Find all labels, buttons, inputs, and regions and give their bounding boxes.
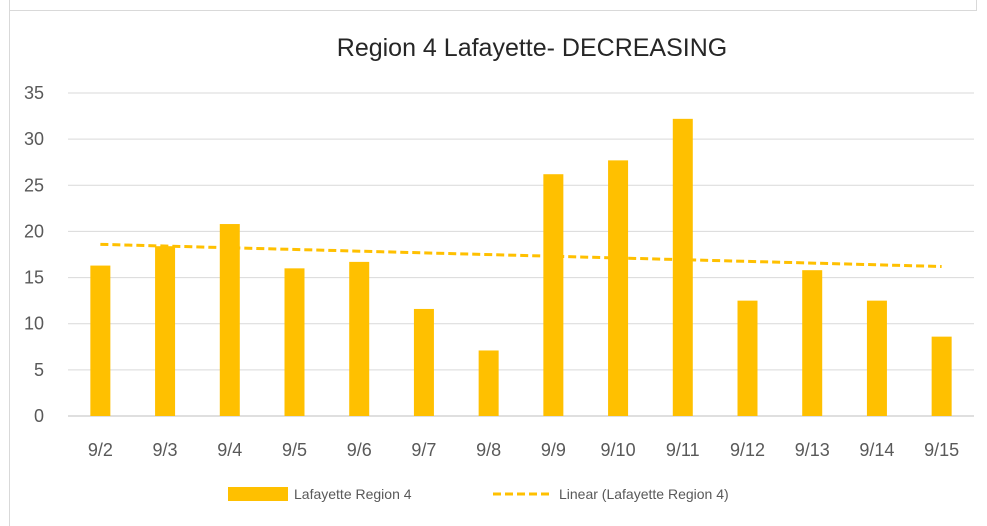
legend-swatch-bar: [228, 487, 288, 501]
x-tick-label-9-12: 9/12: [730, 440, 765, 460]
bar-9-5: [284, 268, 305, 416]
bar-9-14: [866, 300, 887, 416]
bar-9-8: [478, 350, 499, 416]
y-tick-label-20: 20: [24, 221, 44, 241]
bar-9-15: [931, 336, 952, 416]
x-tick-label-9-5: 9/5: [282, 440, 307, 460]
y-tick-label-15: 15: [24, 268, 44, 288]
x-tick-label-9-11: 9/11: [666, 440, 700, 460]
bar-9-2: [90, 265, 111, 416]
x-axis-tick-labels: 9/2 9/3 9/4 9/5 9/6 9/7 9/8 9/9 9/10 9/11 9/12 9/13…: [88, 440, 959, 460]
bar-9-4: [219, 224, 240, 416]
x-tick-label-9-9: 9/9: [541, 440, 566, 460]
bar-9-13: [802, 270, 823, 416]
trendline-series: [100, 242, 942, 268]
bar-9-11: [672, 118, 693, 416]
bar-9-10: [608, 160, 629, 416]
bar-9-9: [543, 174, 564, 416]
x-tick-label-9-4: 9/4: [217, 440, 242, 460]
x-tick-label-9-3: 9/3: [153, 440, 178, 460]
chart-frame-left-border: [9, 0, 10, 526]
trendline: [100, 242, 942, 268]
legend-label-trendline: Linear (Lafayette Region 4): [559, 486, 729, 502]
bar-9-3: [155, 246, 176, 416]
x-tick-label-9-7: 9/7: [411, 440, 436, 460]
chart-frame-top-border: [9, 10, 977, 11]
y-tick-label-30: 30: [24, 129, 44, 149]
bar-series: [90, 118, 952, 416]
x-tick-label-9-15: 9/15: [924, 440, 959, 460]
legend-label-series: Lafayette Region 4: [294, 486, 412, 502]
y-tick-label-10: 10: [24, 314, 44, 334]
y-axis-tick-labels: 0 5 10 15 20 25 30 35: [24, 83, 44, 426]
x-tick-label-9-13: 9/13: [795, 440, 830, 460]
y-tick-label-5: 5: [34, 360, 44, 380]
bar-9-12: [737, 300, 758, 416]
x-tick-label-9-10: 9/10: [601, 440, 636, 460]
gridlines: [68, 92, 974, 417]
bar-9-6: [349, 261, 370, 416]
chart-title: Region 4 Lafayette- DECREASING: [337, 34, 727, 62]
x-tick-label-9-8: 9/8: [476, 440, 501, 460]
legend: Lafayette Region 4 Linear (Lafayette Reg…: [228, 486, 729, 502]
y-tick-label-25: 25: [24, 175, 44, 195]
chart-frame-right-border: [976, 0, 977, 10]
bar-9-7: [413, 308, 434, 416]
x-tick-label-9-6: 9/6: [347, 440, 372, 460]
x-tick-label-9-2: 9/2: [88, 440, 113, 460]
y-tick-label-35: 35: [24, 83, 44, 103]
y-tick-label-0: 0: [34, 406, 44, 426]
x-tick-label-9-14: 9/14: [859, 440, 894, 460]
